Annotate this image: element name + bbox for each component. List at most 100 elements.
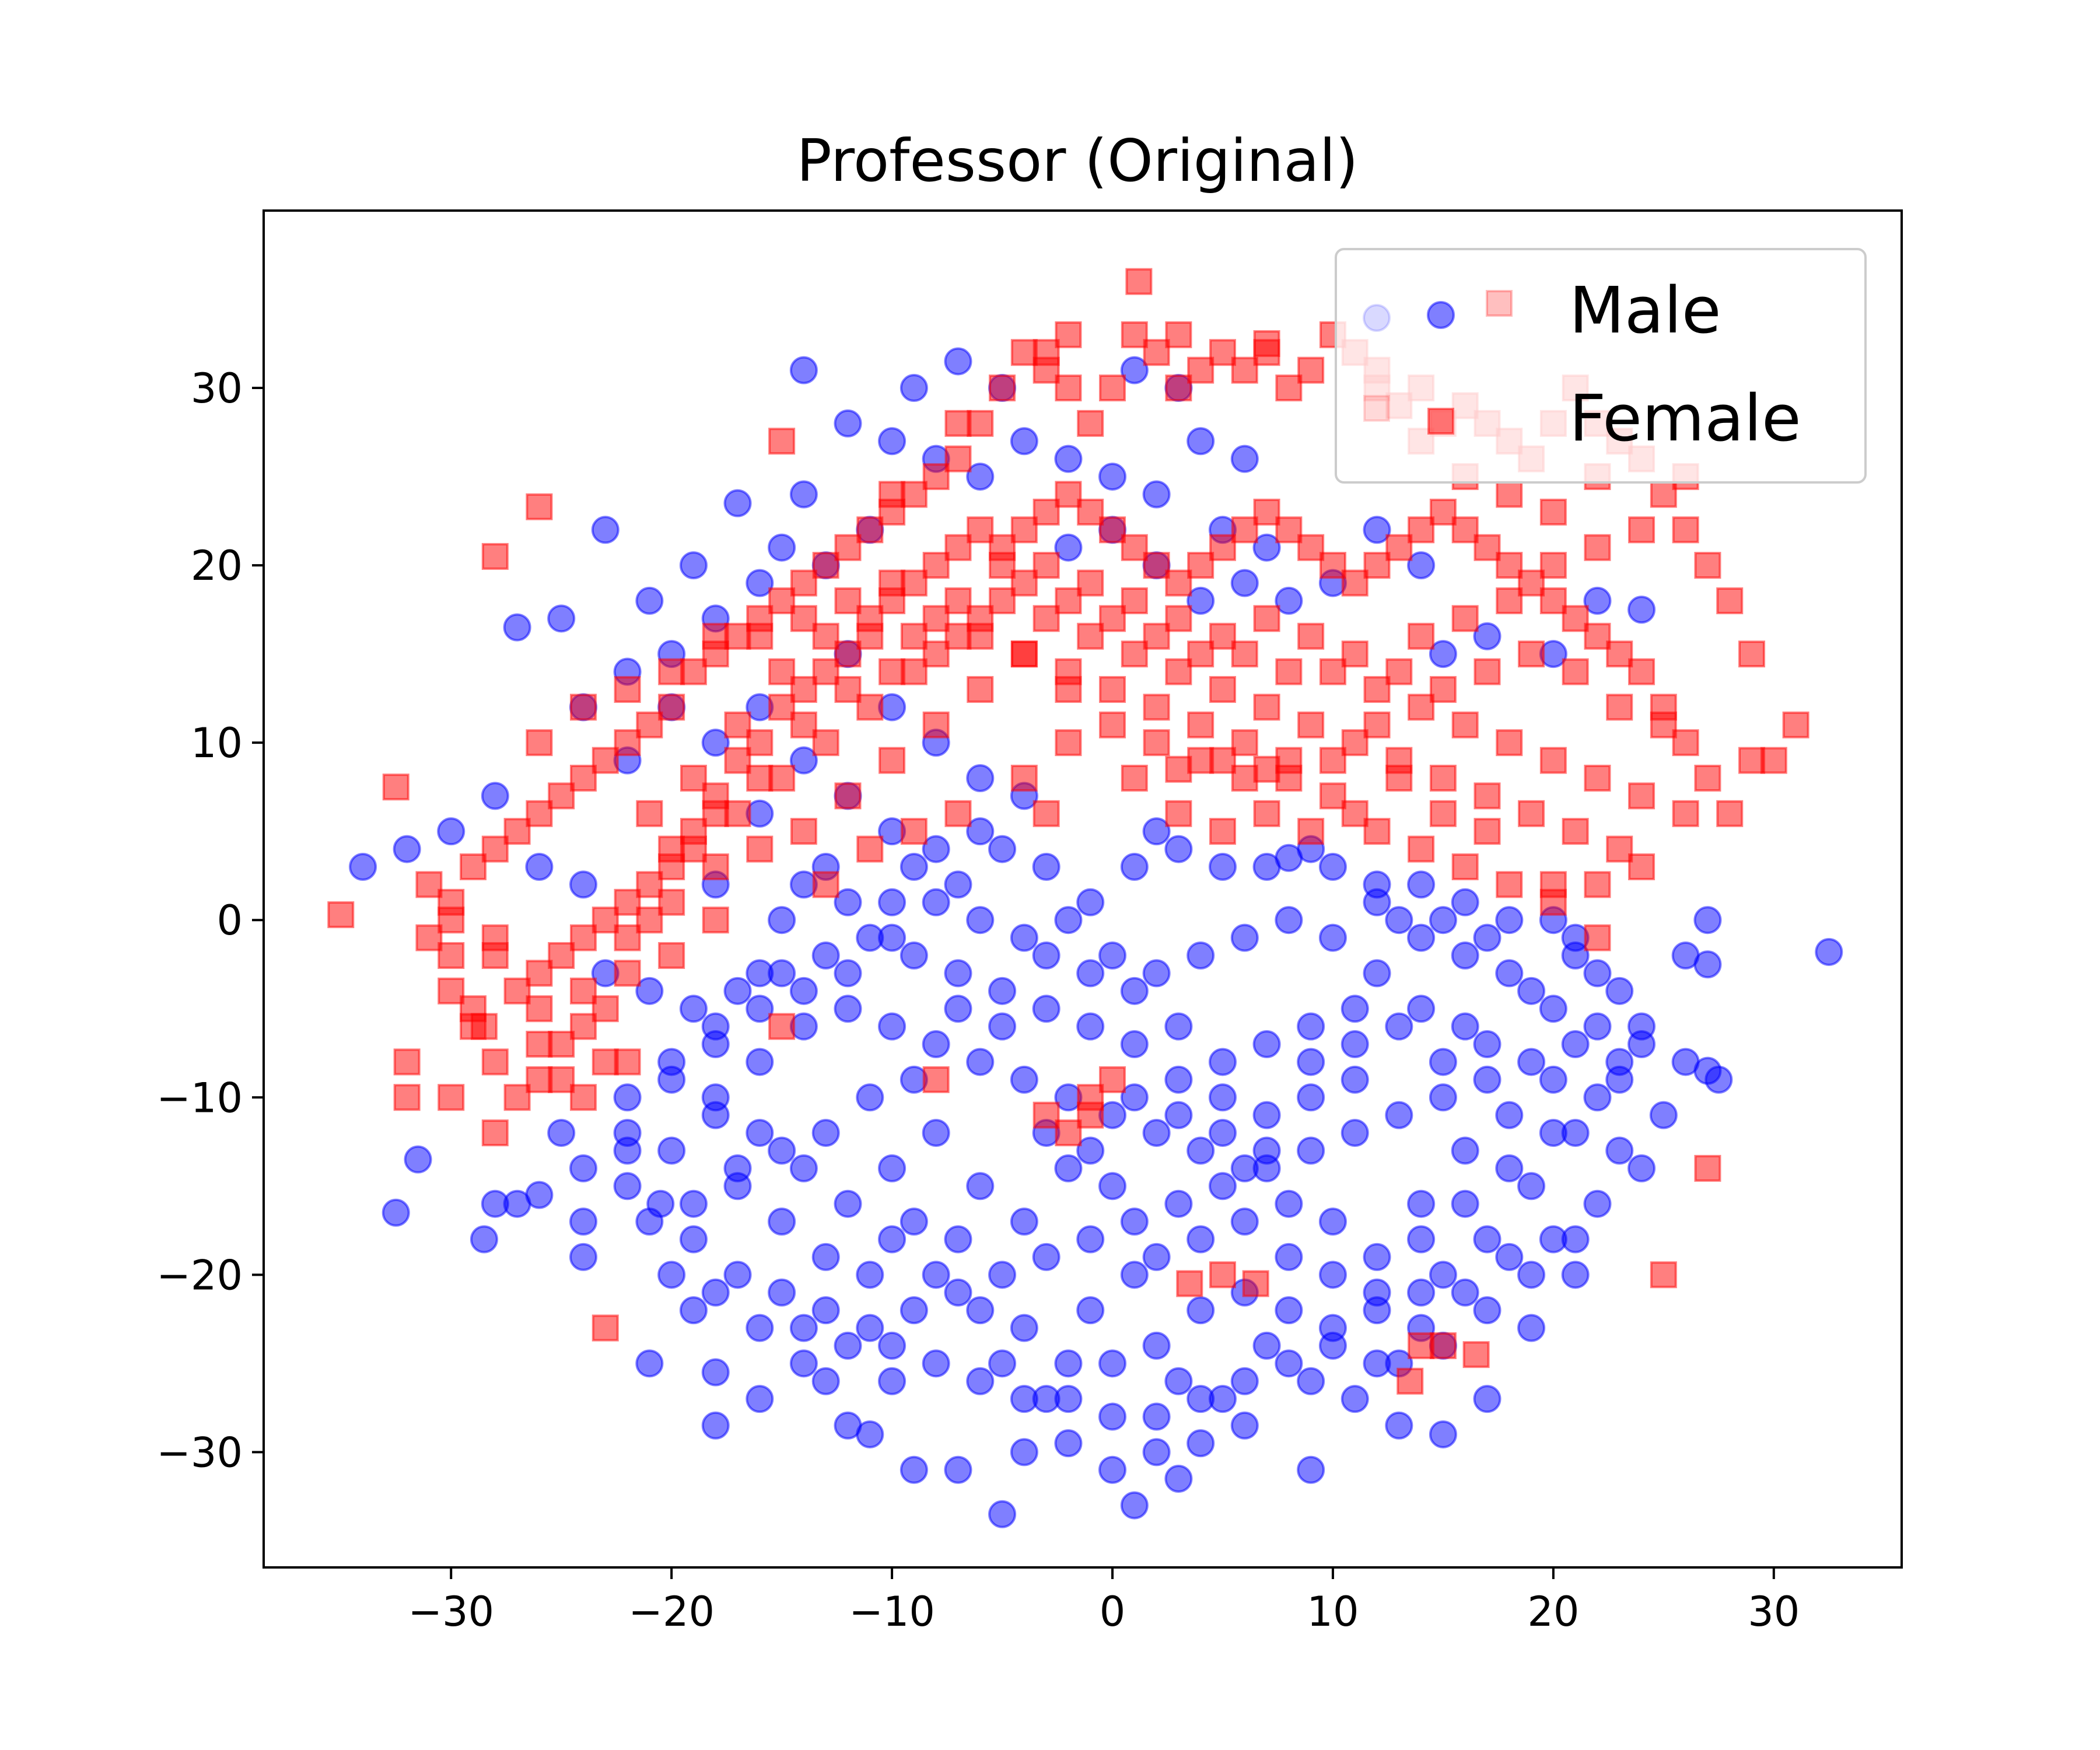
- male-point: [1230, 1367, 1259, 1395]
- male-point: [503, 1189, 531, 1218]
- female-point: [1606, 694, 1633, 721]
- male-point: [1318, 1331, 1347, 1360]
- female-point: [702, 853, 729, 880]
- female-point: [614, 960, 641, 987]
- female-point: [1650, 481, 1677, 508]
- female-point: [1562, 658, 1589, 685]
- female-point: [812, 871, 839, 898]
- female-point: [438, 977, 465, 1005]
- female-point: [944, 800, 972, 827]
- female-point: [1408, 516, 1435, 544]
- male-point: [1429, 640, 1457, 668]
- male-point: [900, 1296, 928, 1325]
- male-point: [1297, 1048, 1325, 1076]
- male-point: [1208, 1172, 1237, 1200]
- male-point: [701, 1411, 730, 1440]
- female-point: [548, 1031, 575, 1058]
- male-point: [856, 1083, 884, 1112]
- male-point: [1054, 1349, 1083, 1378]
- female-point: [1032, 498, 1060, 526]
- female-point: [1341, 800, 1368, 827]
- female-point: [1231, 729, 1258, 757]
- female-point: [1275, 516, 1303, 544]
- male-point: [1318, 923, 1347, 952]
- male-point: [1628, 1154, 1656, 1182]
- female-point: [1275, 658, 1303, 685]
- male-point: [1495, 906, 1524, 935]
- male-point: [988, 1500, 1017, 1528]
- female-point: [526, 1031, 553, 1058]
- male-point: [789, 480, 818, 509]
- female-point: [1209, 676, 1236, 703]
- x-tick-label: −10: [849, 1588, 935, 1636]
- female-point: [724, 711, 751, 738]
- y-tick-label: 20: [191, 542, 243, 590]
- female-point: [878, 747, 906, 774]
- male-point: [811, 1296, 840, 1325]
- female-point: [569, 924, 597, 951]
- male-point: [834, 1331, 862, 1360]
- female-point: [1187, 552, 1214, 579]
- female-point: [1429, 764, 1457, 792]
- female-point: [790, 605, 817, 632]
- male-point: [1340, 1030, 1369, 1059]
- female-point: [1518, 569, 1545, 597]
- female-point: [790, 711, 817, 738]
- male-point: [1098, 1402, 1127, 1431]
- male-point: [679, 1189, 708, 1218]
- male-point: [1473, 1385, 1502, 1413]
- male-point: [1142, 817, 1171, 846]
- male-point: [1164, 1464, 1193, 1493]
- female-point: [503, 818, 531, 845]
- male-point: [1628, 1030, 1656, 1059]
- male-point: [1054, 533, 1083, 562]
- female-point: [592, 747, 619, 774]
- female-point: [1716, 800, 1744, 827]
- male-point: [1363, 1242, 1391, 1271]
- female-point: [1539, 871, 1567, 898]
- female-point: [1121, 587, 1148, 614]
- male-point: [1451, 1012, 1479, 1041]
- female-point: [768, 658, 796, 685]
- male-point: [1583, 1189, 1612, 1218]
- female-point: [702, 622, 729, 650]
- male-point: [1230, 569, 1259, 597]
- female-point: [1319, 658, 1346, 685]
- male-point: [1363, 516, 1391, 544]
- female-point: [1165, 800, 1192, 827]
- female-point: [1694, 764, 1721, 792]
- male-point: [922, 835, 950, 863]
- male-point: [789, 1349, 818, 1378]
- male-point: [1583, 586, 1612, 615]
- male-point: [635, 977, 664, 1005]
- female-point: [1496, 871, 1523, 898]
- male-point: [878, 1331, 907, 1360]
- male-point: [481, 782, 509, 810]
- female-point: [481, 1119, 509, 1147]
- male-point: [393, 835, 421, 863]
- male-point: [591, 516, 620, 544]
- female-point: [548, 1066, 575, 1093]
- male-point: [988, 1349, 1017, 1378]
- male-point: [1275, 1242, 1303, 1271]
- female-point: [724, 622, 751, 650]
- male-point: [966, 1296, 995, 1325]
- y-axis: −30 −20 −10 0 10 20 30: [156, 365, 264, 1476]
- female-point: [834, 782, 862, 810]
- male-point: [1385, 1012, 1413, 1041]
- male-point: [1318, 852, 1347, 881]
- male-point: [1539, 995, 1567, 1023]
- male-point: [1495, 1242, 1524, 1271]
- female-point: [989, 374, 1016, 402]
- male-point: [1120, 977, 1149, 1005]
- female-point: [393, 1084, 421, 1111]
- female-point: [1451, 516, 1479, 544]
- male-point: [525, 852, 554, 881]
- male-point: [834, 995, 862, 1023]
- male-point: [1451, 1189, 1479, 1218]
- female-point: [1363, 676, 1391, 703]
- female-point: [415, 924, 443, 951]
- female-point: [1231, 356, 1258, 384]
- female-point: [1165, 755, 1192, 783]
- female-point: [1253, 755, 1280, 783]
